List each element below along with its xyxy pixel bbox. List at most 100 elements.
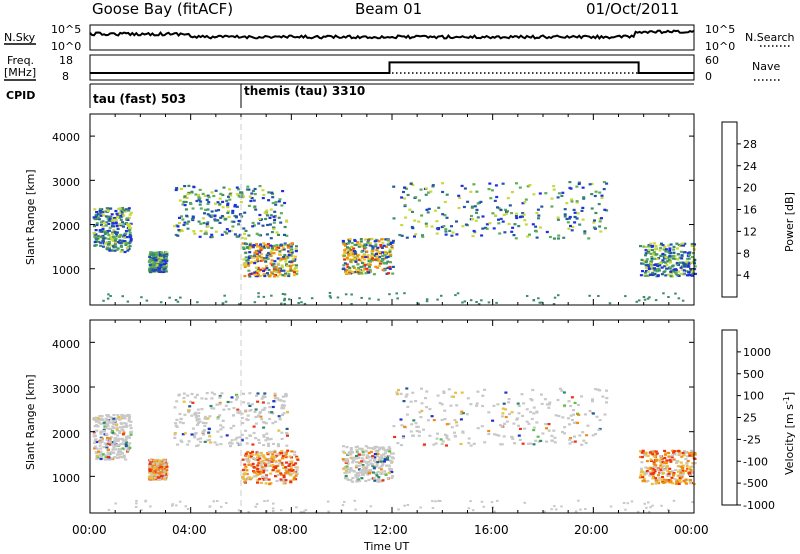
- echo-cell: [658, 468, 662, 471]
- echo-cell: [243, 472, 247, 475]
- echo-cell: [121, 295, 124, 298]
- echo-cell: [277, 233, 280, 236]
- echo-cell: [357, 266, 360, 269]
- echo-cell: [268, 406, 272, 409]
- echo-cell: [183, 413, 187, 416]
- echo-cell: [443, 214, 447, 217]
- echo-cell: [568, 423, 571, 426]
- echo-cell: [575, 200, 579, 203]
- echo-cell: [603, 413, 607, 416]
- echo-cell: [411, 227, 415, 230]
- echo-cell: [443, 418, 447, 421]
- echo-cell: [398, 233, 402, 237]
- echo-cell: [487, 411, 491, 414]
- echo-cell: [672, 248, 676, 251]
- echo-cell: [274, 465, 278, 468]
- echo-cell: [366, 254, 370, 257]
- echo-cell: [288, 471, 291, 474]
- echo-cell: [266, 223, 270, 227]
- echo-cell: [436, 298, 439, 301]
- noise-tick-high: 10^5: [51, 23, 81, 36]
- echo-cell: [488, 182, 492, 185]
- cpid-segment-2: themis (tau) 3310: [244, 84, 365, 98]
- echo-cell: [190, 190, 194, 193]
- echo-cell: [676, 465, 680, 468]
- echo-cell: [151, 462, 155, 465]
- echo-cell: [272, 228, 276, 231]
- echo-cell: [381, 268, 385, 271]
- echo-cell: [673, 453, 677, 456]
- echo-cell: [105, 438, 109, 441]
- echo-cell: [400, 234, 404, 237]
- echo-cell: [436, 394, 440, 397]
- echo-cell: [123, 417, 127, 420]
- echo-cell: [659, 471, 663, 474]
- echo-cell: [228, 442, 232, 445]
- echo-cell: [500, 425, 504, 428]
- echo-cell: [163, 471, 167, 474]
- echo-cell: [240, 236, 244, 240]
- echo-cell: [369, 462, 373, 465]
- echo-cell: [432, 419, 436, 422]
- echo-cell: [272, 226, 276, 229]
- echo-cell: [124, 422, 128, 425]
- echo-cell: [672, 474, 675, 477]
- echo-cell: [278, 398, 282, 401]
- echo-cell: [163, 459, 167, 462]
- echo-cell: [148, 269, 152, 272]
- echo-cell: [263, 392, 267, 395]
- echo-cell: [425, 390, 429, 393]
- echo-cell: [490, 501, 494, 504]
- echo-cell: [593, 194, 597, 198]
- echo-cell: [213, 214, 217, 217]
- echo-cell: [178, 221, 181, 225]
- echo-cell: [508, 413, 511, 416]
- echo-cell: [504, 212, 508, 216]
- echo-cell: [109, 219, 113, 223]
- echo-cell: [104, 426, 108, 429]
- echo-cell: [445, 444, 448, 447]
- echo-cell: [500, 415, 504, 418]
- echo-cell: [399, 392, 403, 395]
- echo-cell: [677, 482, 681, 485]
- echo-cell: [285, 461, 288, 464]
- echo-cell: [128, 245, 132, 248]
- echo-cell: [326, 500, 330, 503]
- echo-cell: [151, 253, 155, 256]
- echo-cell: [457, 206, 461, 210]
- echo-cell: [435, 437, 439, 440]
- echo-cell: [685, 260, 689, 263]
- echo-cell: [272, 265, 276, 268]
- echo-cell: [652, 471, 656, 474]
- echo-cell: [249, 452, 253, 455]
- echo-cell: [266, 452, 270, 455]
- echo-cell: [294, 250, 298, 253]
- echo-cell: [176, 234, 180, 237]
- power-colorbar: [721, 121, 738, 298]
- echo-cell: [328, 291, 332, 294]
- echo-cell: [221, 206, 225, 209]
- echo-cell: [289, 252, 293, 255]
- echo-cell: [662, 478, 666, 481]
- echo-cell: [346, 258, 350, 261]
- colorbar-tick-label: 1000: [743, 346, 771, 359]
- echo-cell: [395, 391, 399, 394]
- echo-cell: [657, 477, 661, 480]
- echo-cell: [667, 244, 671, 247]
- echo-cell: [283, 480, 287, 483]
- echo-cell: [659, 457, 663, 460]
- xtick-0000: 00:00: [72, 523, 107, 537]
- echo-cell: [119, 250, 123, 253]
- echo-cell: [392, 217, 396, 220]
- echo-cell: [245, 242, 248, 246]
- echo-cell: [400, 224, 404, 227]
- echo-cell: [140, 509, 143, 512]
- echo-cell: [249, 261, 253, 264]
- echo-cell: [198, 197, 202, 200]
- echo-cell: [582, 439, 586, 442]
- echo-cell: [642, 296, 646, 298]
- echo-cell: [112, 246, 116, 249]
- echo-cell: [274, 265, 278, 269]
- echo-cell: [123, 233, 127, 237]
- echo-cell: [253, 253, 257, 256]
